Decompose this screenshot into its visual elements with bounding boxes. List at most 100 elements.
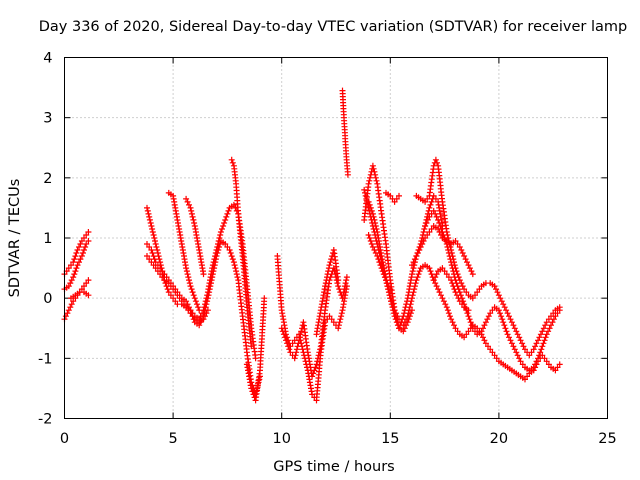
series-t8 (165, 189, 203, 314)
data-point (150, 225, 152, 227)
data-point (381, 255, 383, 257)
data-point (302, 321, 304, 323)
x-tick-label: 0 (60, 431, 69, 447)
data-point (181, 243, 183, 245)
series-t3 (61, 277, 92, 323)
data-point (467, 330, 470, 332)
data-point (394, 201, 396, 203)
data-point (494, 285, 496, 287)
data-point (502, 321, 504, 323)
data-point (435, 159, 437, 161)
data-point (511, 369, 513, 371)
data-point (189, 285, 192, 287)
data-point (146, 207, 148, 209)
data-point (250, 345, 252, 347)
series-markers (61, 238, 92, 293)
data-point (424, 264, 426, 266)
data-point (441, 237, 443, 239)
data-point (315, 399, 318, 401)
data-point (424, 237, 426, 239)
data-point (459, 291, 461, 293)
data-point (242, 255, 244, 257)
data-point (324, 321, 326, 323)
data-point (168, 192, 170, 194)
data-point (250, 387, 252, 389)
data-point (459, 279, 461, 281)
data-point (515, 351, 517, 353)
series-markers (413, 156, 563, 359)
data-point (328, 315, 331, 317)
data-point (259, 369, 261, 371)
data-point (424, 201, 426, 203)
data-point (467, 294, 470, 296)
data-point (68, 309, 70, 311)
series-t20 (383, 189, 402, 205)
data-point (220, 240, 222, 242)
series-markers (61, 277, 92, 323)
data-point (229, 207, 231, 209)
data-point (281, 327, 283, 329)
data-point (337, 285, 339, 287)
data-point (524, 348, 526, 350)
data-point (163, 279, 165, 281)
data-point (72, 261, 74, 263)
axis-ticks (64, 57, 608, 419)
data-point (176, 294, 178, 296)
series-t21 (413, 156, 563, 359)
data-point (372, 246, 374, 248)
data-point (181, 300, 183, 302)
data-point (502, 363, 504, 365)
data-point (433, 195, 435, 197)
data-point (255, 357, 257, 359)
data-point (537, 357, 539, 359)
data-point (172, 195, 174, 197)
y-tick-labels: -2 -1 0 1 2 3 4 (38, 51, 52, 428)
data-point (472, 273, 474, 275)
data-point (550, 366, 552, 368)
data-point (550, 315, 552, 317)
data-point (220, 231, 222, 233)
data-point (198, 309, 200, 311)
data-point (185, 306, 187, 308)
grid-lines (64, 57, 608, 419)
data-point (546, 360, 548, 362)
data-point (389, 195, 391, 197)
data-point (159, 261, 161, 263)
data-point (79, 291, 81, 293)
data-point (185, 198, 187, 200)
data-point (437, 270, 439, 272)
data-point (446, 240, 448, 242)
data-point (489, 312, 491, 314)
data-point (298, 339, 300, 341)
x-tick-label: 10 (272, 431, 290, 447)
y-tick-label: 4 (43, 51, 52, 67)
x-tick-label: 5 (168, 431, 177, 447)
data-point (341, 297, 344, 299)
data-point (489, 282, 491, 284)
data-point (472, 327, 474, 329)
data-point (68, 267, 70, 269)
data-point (376, 183, 378, 185)
data-point (198, 249, 200, 251)
data-point (237, 279, 239, 281)
series-markers (144, 201, 259, 362)
data-point (344, 129, 346, 131)
data-point (520, 360, 522, 362)
data-point (476, 327, 478, 329)
data-point (550, 324, 552, 326)
data-point (480, 285, 483, 287)
data-point (76, 249, 79, 251)
data-point (450, 279, 452, 281)
data-point (307, 351, 309, 353)
series-t7 (144, 253, 211, 326)
data-point (368, 201, 370, 203)
data-point (172, 297, 174, 299)
series-t1 (61, 229, 92, 278)
data-point (320, 345, 322, 347)
data-point (233, 165, 235, 167)
data-point (85, 243, 87, 245)
data-point (202, 273, 205, 275)
data-point (324, 285, 326, 287)
data-point (459, 300, 461, 302)
